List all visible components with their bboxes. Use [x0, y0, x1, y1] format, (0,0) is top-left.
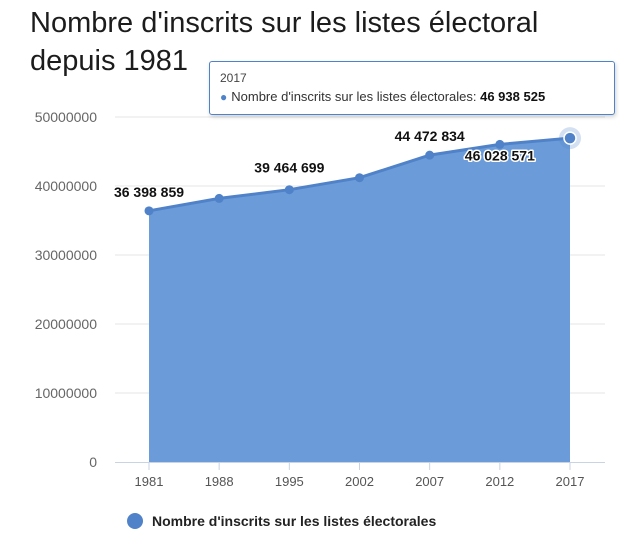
legend-marker-icon: [127, 513, 143, 529]
chart-title-line1: Nombre d'inscrits sur les listes élector…: [30, 7, 539, 39]
data-point[interactable]: [144, 206, 154, 216]
x-tick-label: 1988: [205, 474, 234, 489]
tooltip-series-name: Nombre d'inscrits sur les listes élector…: [231, 89, 477, 104]
y-tick-label: 30000000: [35, 247, 98, 263]
y-tick-label: 0: [89, 454, 97, 470]
y-tick-label: 50000000: [35, 109, 98, 125]
x-axis: 1981 1988 1995 2002 2007 2012 2017: [115, 462, 605, 489]
chart-title: Nombre d'inscrits sur les listes élector…: [30, 4, 630, 84]
y-tick-label: 40000000: [35, 178, 98, 194]
data-point[interactable]: [563, 131, 577, 145]
x-tick-label: 2007: [415, 474, 444, 489]
y-tick-label: 10000000: [35, 385, 98, 401]
data-point[interactable]: [214, 193, 224, 203]
y-tick-label: 20000000: [35, 316, 98, 332]
series-area: [149, 138, 570, 462]
x-tick-label: 2002: [345, 474, 374, 489]
x-tick-label: 1995: [275, 474, 304, 489]
data-point[interactable]: [425, 150, 435, 160]
data-label: 44 472 834: [395, 128, 465, 144]
data-label: 36 398 859: [114, 184, 184, 200]
tooltip-series-marker-icon: ●: [220, 90, 228, 104]
x-tick-label: 2017: [556, 474, 585, 489]
y-axis: 0 10000000 20000000 30000000 40000000 5000000…: [35, 109, 98, 470]
data-label: 39 464 699: [254, 160, 324, 176]
data-point[interactable]: [284, 185, 294, 195]
data-point[interactable]: [495, 139, 505, 149]
chart-title-line2: depuis 1981: [30, 45, 189, 77]
x-tick-label: 1981: [135, 474, 164, 489]
data-points[interactable]: [144, 127, 582, 216]
tooltip: 2017 ● Nombre d'inscrits sur les listes é…: [209, 61, 615, 115]
data-label: 46 028 571: [465, 147, 535, 163]
x-tick-label: 2012: [485, 474, 514, 489]
tooltip-row: ● Nombre d'inscrits sur les listes électo…: [220, 89, 604, 104]
data-point[interactable]: [355, 173, 364, 183]
legend-label: Nombre d'inscrits sur les listes élector…: [152, 513, 437, 529]
tooltip-value: 46 938 525: [480, 89, 546, 104]
tooltip-x-value: 2017: [220, 71, 247, 85]
legend-item[interactable]: Nombre d'inscrits sur les listes élector…: [127, 510, 436, 532]
